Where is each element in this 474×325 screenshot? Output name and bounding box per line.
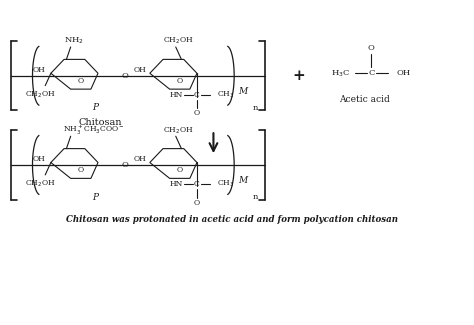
Text: CH$_2$OH: CH$_2$OH bbox=[25, 89, 56, 100]
Text: OH: OH bbox=[32, 155, 45, 163]
Text: NH$_3^+$CH$_3$COO$^-$: NH$_3^+$CH$_3$COO$^-$ bbox=[64, 123, 125, 137]
Text: O: O bbox=[176, 77, 182, 85]
Text: M: M bbox=[238, 176, 247, 185]
Text: O: O bbox=[121, 72, 128, 80]
Text: C: C bbox=[194, 180, 200, 188]
Text: O: O bbox=[194, 110, 200, 117]
Text: P: P bbox=[92, 103, 99, 112]
Text: n: n bbox=[253, 104, 258, 112]
Text: Acetic acid: Acetic acid bbox=[339, 95, 390, 104]
Text: CH$_2$OH: CH$_2$OH bbox=[163, 36, 193, 46]
Text: OH: OH bbox=[133, 155, 146, 163]
Text: O: O bbox=[368, 45, 375, 52]
Text: HN: HN bbox=[169, 180, 183, 188]
Text: Chitosan: Chitosan bbox=[79, 118, 122, 127]
Text: CH$_2$OH: CH$_2$OH bbox=[25, 178, 56, 189]
Text: CH$_3$: CH$_3$ bbox=[217, 89, 235, 100]
Text: CH$_2$OH: CH$_2$OH bbox=[163, 125, 193, 136]
Text: O: O bbox=[121, 161, 128, 169]
Text: P: P bbox=[92, 193, 99, 202]
Text: NH$_2$: NH$_2$ bbox=[64, 36, 83, 46]
Text: OH: OH bbox=[133, 66, 146, 74]
Text: OH: OH bbox=[396, 69, 410, 77]
Text: C: C bbox=[194, 91, 200, 98]
Text: CH$_3$: CH$_3$ bbox=[217, 178, 235, 189]
Text: O: O bbox=[77, 77, 83, 85]
Text: OH: OH bbox=[32, 66, 45, 74]
Text: +: + bbox=[292, 69, 305, 83]
Text: n: n bbox=[253, 193, 258, 201]
Text: O: O bbox=[77, 166, 83, 175]
Text: M: M bbox=[238, 87, 247, 96]
Text: O: O bbox=[194, 199, 200, 207]
Text: O: O bbox=[176, 166, 182, 175]
Text: H$_3$C: H$_3$C bbox=[331, 68, 350, 79]
Text: Chitosan was protonated in acetic acid and form polycation chitosan: Chitosan was protonated in acetic acid a… bbox=[66, 215, 398, 224]
Text: C: C bbox=[368, 69, 374, 77]
Text: HN: HN bbox=[169, 91, 183, 98]
